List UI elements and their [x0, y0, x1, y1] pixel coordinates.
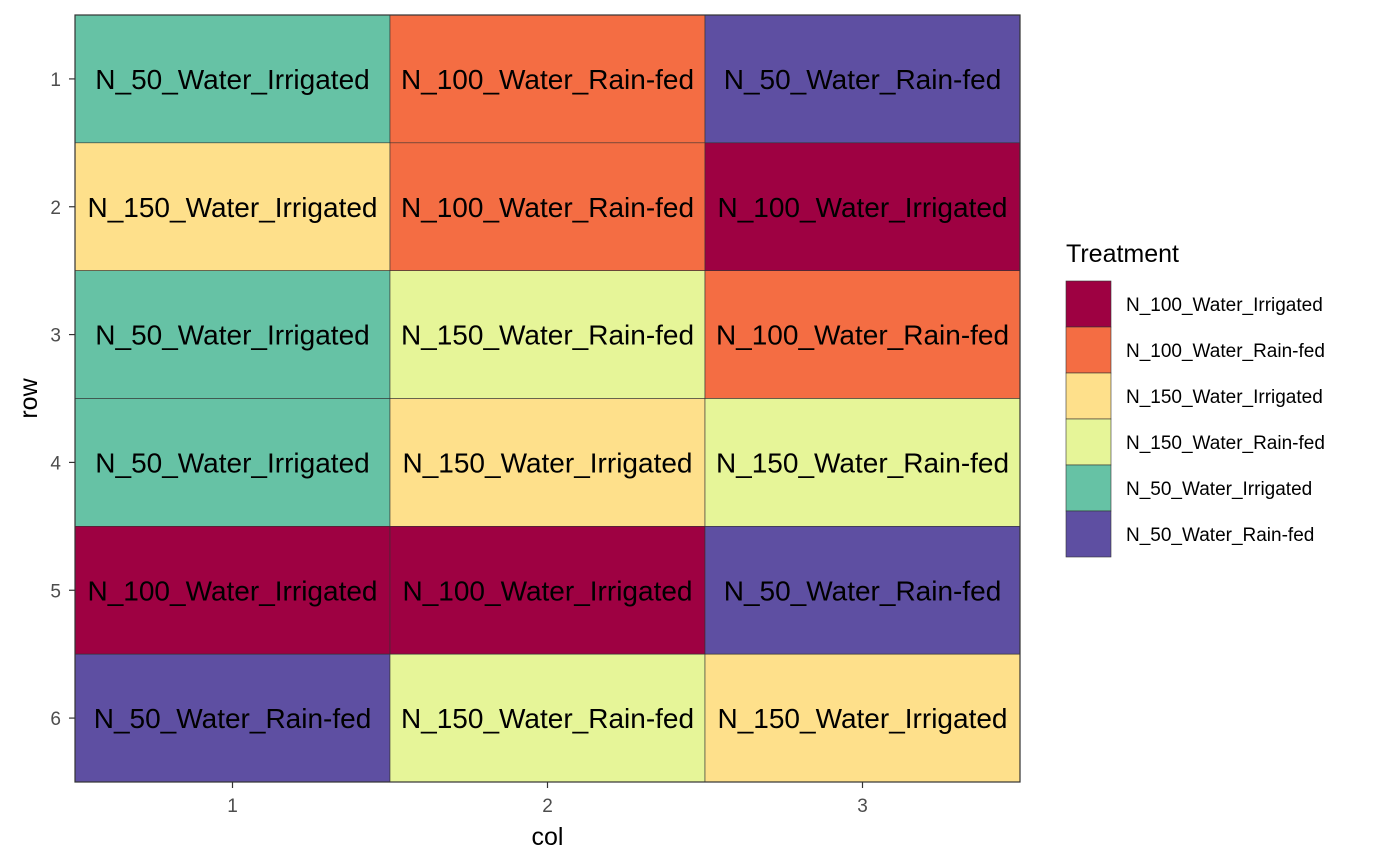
legend-key	[1065, 280, 1112, 328]
y-tick-label: 5	[50, 581, 61, 602]
cell-label: N_100_Water_Rain-fed	[401, 64, 694, 95]
cell-label: N_50_Water_Irrigated	[95, 64, 369, 95]
x-tick-label: 2	[542, 796, 553, 817]
legend-key	[1065, 418, 1112, 466]
cell-label: N_150_Water_Rain-fed	[401, 703, 694, 734]
y-tick-label: 6	[50, 709, 61, 730]
legend-key	[1065, 372, 1112, 420]
y-tick-label: 3	[50, 326, 61, 347]
cell-label: N_50_Water_Irrigated	[95, 320, 369, 351]
x-tick-label: 3	[857, 796, 868, 817]
heatmap-cell	[389, 653, 706, 783]
heatmap-cell	[74, 398, 391, 527]
cell-label: N_100_Water_Rain-fed	[716, 320, 1009, 351]
y-axis: 1 2 3 4 5 6	[50, 70, 75, 730]
cell-label: N_100_Water_Rain-fed	[401, 192, 694, 223]
heatmap-cell	[389, 142, 706, 271]
heatmap-cell	[389, 14, 706, 144]
y-axis-title: row	[15, 377, 43, 418]
cell-label: N_150_Water_Irrigated	[87, 192, 377, 223]
legend-label: N_150_Water_Irrigated	[1126, 387, 1323, 408]
heatmap-cell	[74, 526, 391, 655]
cell-label: N_150_Water_Irrigated	[717, 703, 1007, 734]
legend-key	[1065, 464, 1112, 512]
y-tick-label: 1	[50, 70, 61, 91]
legend-label: N_150_Water_Rain-fed	[1126, 433, 1325, 454]
cell-label: N_100_Water_Irrigated	[717, 192, 1007, 223]
legend-title: Treatment	[1066, 240, 1179, 268]
heatmap-cell	[74, 270, 391, 399]
heatmap-cells	[74, 14, 1021, 783]
legend-key	[1065, 326, 1112, 374]
legend: Treatment N_100_Water_Irrigated N_100_Wat…	[1065, 240, 1325, 558]
x-tick-label: 1	[227, 796, 238, 817]
heatmap-cell	[704, 398, 1021, 527]
cell-labels: N_50_Water_Irrigated N_100_Water_Rain-fed…	[87, 64, 1009, 734]
heatmap-cell	[389, 526, 706, 655]
cell-label: N_50_Water_Rain-fed	[724, 575, 1002, 606]
legend-label: N_100_Water_Irrigated	[1126, 295, 1323, 316]
heatmap-cell	[389, 270, 706, 399]
legend-label: N_100_Water_Rain-fed	[1126, 341, 1325, 362]
cell-label: N_150_Water_Rain-fed	[716, 447, 1009, 478]
heatmap-cell	[74, 14, 391, 144]
cell-label: N_100_Water_Irrigated	[402, 575, 692, 606]
x-axis: 1 2 3	[227, 782, 868, 817]
legend-key	[1065, 510, 1112, 558]
x-axis-title: col	[532, 823, 564, 851]
heatmap-cell	[704, 142, 1021, 271]
heatmap-cell	[704, 653, 1021, 783]
cell-label: N_50_Water_Rain-fed	[724, 64, 1002, 95]
cell-label: N_100_Water_Irrigated	[87, 575, 377, 606]
heatmap-cell	[74, 142, 391, 271]
heatmap-cell	[74, 653, 391, 783]
heatmap-cell	[704, 526, 1021, 655]
cell-label: N_150_Water_Rain-fed	[401, 320, 694, 351]
legend-label: N_50_Water_Rain-fed	[1126, 525, 1314, 546]
y-tick-label: 2	[50, 198, 61, 219]
legend-label: N_50_Water_Irrigated	[1126, 479, 1312, 500]
cell-label: N_150_Water_Irrigated	[402, 447, 692, 478]
cell-label: N_50_Water_Rain-fed	[94, 703, 372, 734]
cell-label: N_50_Water_Irrigated	[95, 447, 369, 478]
y-tick-label: 4	[50, 453, 61, 474]
